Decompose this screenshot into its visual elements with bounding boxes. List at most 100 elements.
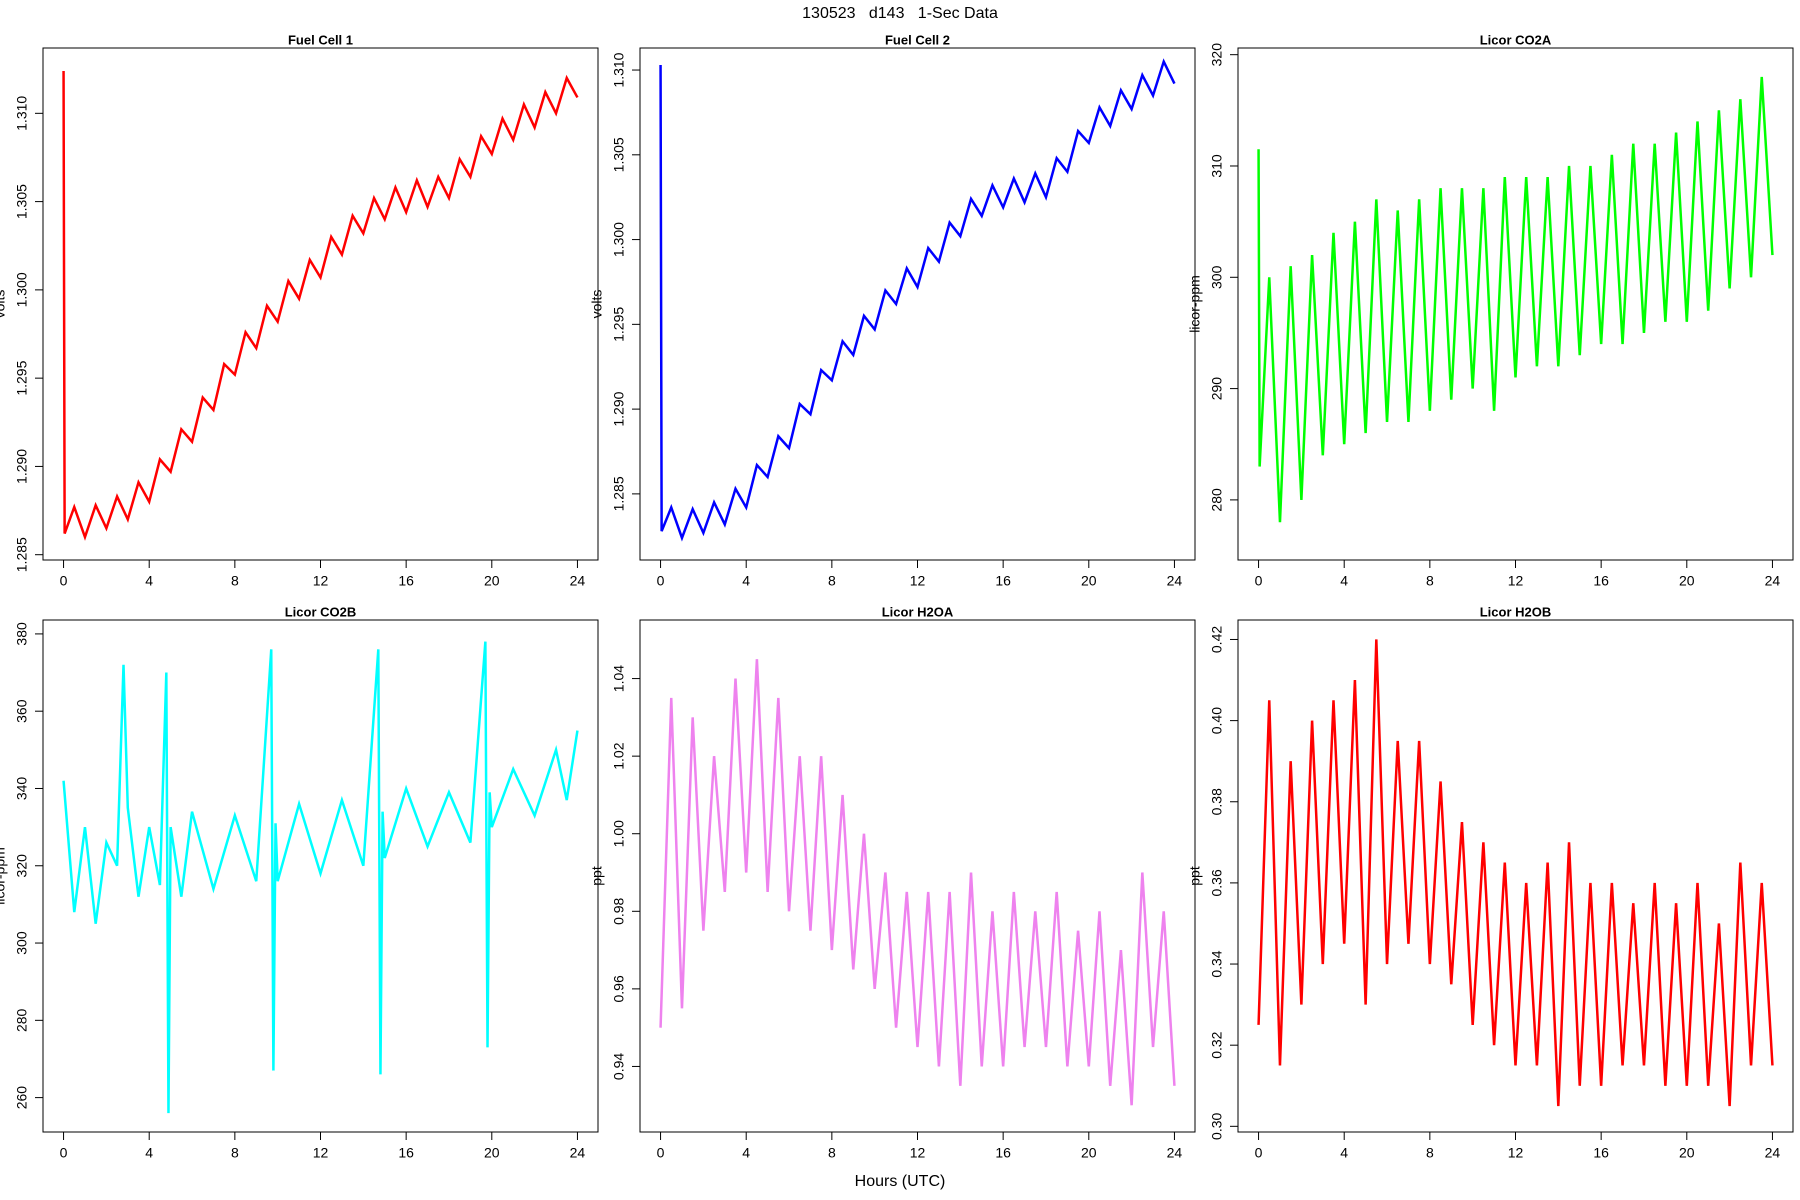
x-tick-label: 12 (313, 573, 329, 589)
panel: Licor H2OB ppt 0 4 8 12 16 20 24 0.30 0.32 0.34 0.36… (1187, 604, 1794, 1161)
panel-title: Licor H2OA (882, 604, 954, 619)
x-tick-label: 24 (570, 1145, 586, 1161)
x-tick-label: 12 (910, 1145, 926, 1161)
y-tick-label: 1.02 (611, 742, 627, 769)
y-axis-label: licor-ppm (0, 847, 8, 905)
x-tick-label: 20 (1081, 1145, 1097, 1161)
plot-area (62, 70, 579, 541)
x-tick-label: 24 (1167, 573, 1183, 589)
y-tick-label: 290 (1209, 377, 1225, 401)
y-axis-label: ppt (589, 866, 605, 886)
x-tick-label: 16 (995, 573, 1011, 589)
y-axis-label: ppt (1187, 866, 1203, 886)
y-tick-label: 1.305 (14, 184, 30, 219)
x-tick-label: 16 (1593, 1145, 1609, 1161)
y-tick-label: 260 (14, 1086, 30, 1110)
data-line (1257, 76, 1774, 523)
x-tick-label: 16 (398, 573, 414, 589)
panel-title: Fuel Cell 1 (288, 32, 353, 47)
plot-area (1257, 76, 1774, 523)
x-tick-label: 0 (60, 1145, 68, 1161)
panel: Fuel Cell 2 volts 0 4 8 12 16 20 24 1.285 1.290 1.2… (589, 32, 1196, 589)
y-tick-label: 0.32 (1209, 1031, 1225, 1058)
x-tick-label: 20 (1679, 573, 1695, 589)
y-tick-label: 0.36 (1209, 869, 1225, 896)
x-tick-label: 8 (1426, 573, 1434, 589)
page-title: 130523 d143 1-Sec Data (802, 5, 998, 22)
x-tick-label: 8 (231, 1145, 239, 1161)
x-tick-label: 0 (657, 1145, 665, 1161)
y-tick-label: 320 (1209, 43, 1225, 67)
data-line (62, 641, 579, 1114)
y-tick-label: 280 (14, 1008, 30, 1032)
x-tick-label: 24 (1167, 1145, 1183, 1161)
y-tick-label: 1.310 (611, 52, 627, 87)
x-tick-label: 12 (1508, 573, 1524, 589)
y-tick-label: 1.290 (14, 449, 30, 484)
panel: Fuel Cell 1 volts 0 4 8 12 16 20 24 1.285 1.290 1.2… (0, 32, 599, 589)
plot-area (1257, 639, 1774, 1107)
x-tick-label: 4 (742, 1145, 750, 1161)
data-line (62, 70, 579, 541)
x-tick-label: 4 (145, 573, 153, 589)
x-tick-label: 16 (398, 1145, 414, 1161)
x-tick-label: 24 (570, 573, 586, 589)
y-tick-label: 1.295 (611, 307, 627, 342)
x-tick-label: 4 (742, 573, 750, 589)
y-tick-label: 340 (14, 777, 30, 801)
x-tick-label: 4 (1340, 573, 1348, 589)
y-axis-label: volts (0, 290, 8, 319)
y-tick-label: 310 (1209, 154, 1225, 178)
x-tick-label: 0 (60, 573, 68, 589)
x-tick-label: 24 (1765, 1145, 1781, 1161)
x-tick-label: 8 (828, 573, 836, 589)
x-tick-label: 20 (1679, 1145, 1695, 1161)
x-tick-label: 8 (1426, 1145, 1434, 1161)
plot-area (659, 659, 1176, 1106)
y-tick-label: 1.285 (14, 537, 30, 572)
data-line (1257, 639, 1774, 1107)
x-tick-label: 8 (828, 1145, 836, 1161)
y-tick-label: 1.290 (611, 391, 627, 426)
x-tick-label: 0 (657, 573, 665, 589)
data-line (659, 58, 1176, 542)
panel-title: Fuel Cell 2 (885, 32, 950, 47)
x-tick-label: 20 (484, 1145, 500, 1161)
y-tick-label: 0.38 (1209, 788, 1225, 815)
data-line (659, 659, 1176, 1106)
y-axis-label: licor-ppm (1187, 275, 1203, 333)
panel: Licor CO2A licor-ppm 0 4 8 12 16 20 24 280 290 300 3… (1187, 32, 1794, 589)
y-tick-label: 0.30 (1209, 1112, 1225, 1139)
y-tick-label: 1.285 (611, 476, 627, 511)
y-tick-label: 1.300 (611, 222, 627, 257)
y-tick-label: 1.04 (611, 665, 627, 692)
y-tick-label: 1.305 (611, 137, 627, 172)
y-tick-label: 0.42 (1209, 626, 1225, 653)
x-tick-label: 4 (145, 1145, 153, 1161)
y-tick-label: 0.98 (611, 897, 627, 924)
y-axis-label: volts (589, 290, 605, 319)
x-tick-label: 12 (1508, 1145, 1524, 1161)
x-tick-label: 0 (1255, 573, 1263, 589)
y-tick-label: 280 (1209, 488, 1225, 512)
y-tick-label: 1.00 (611, 820, 627, 847)
y-tick-label: 1.295 (14, 360, 30, 395)
panel: Licor CO2B licor-ppm 0 4 8 12 16 20 24 260 280 300 3… (0, 604, 599, 1161)
y-tick-label: 300 (14, 931, 30, 955)
x-axis-label: Hours (UTC) (855, 1173, 946, 1190)
panel-title: Licor CO2A (1480, 32, 1552, 47)
y-tick-label: 360 (14, 699, 30, 723)
y-tick-label: 300 (1209, 265, 1225, 289)
x-tick-label: 4 (1340, 1145, 1348, 1161)
x-tick-label: 16 (1593, 573, 1609, 589)
x-tick-label: 12 (910, 573, 926, 589)
plot-area (659, 58, 1176, 542)
y-tick-label: 0.96 (611, 975, 627, 1002)
panel-frame (42, 47, 599, 561)
panel-title: Licor H2OB (1480, 604, 1552, 619)
panel-title: Licor CO2B (285, 604, 357, 619)
x-tick-label: 16 (995, 1145, 1011, 1161)
x-tick-label: 8 (231, 573, 239, 589)
y-tick-label: 0.94 (611, 1053, 627, 1080)
